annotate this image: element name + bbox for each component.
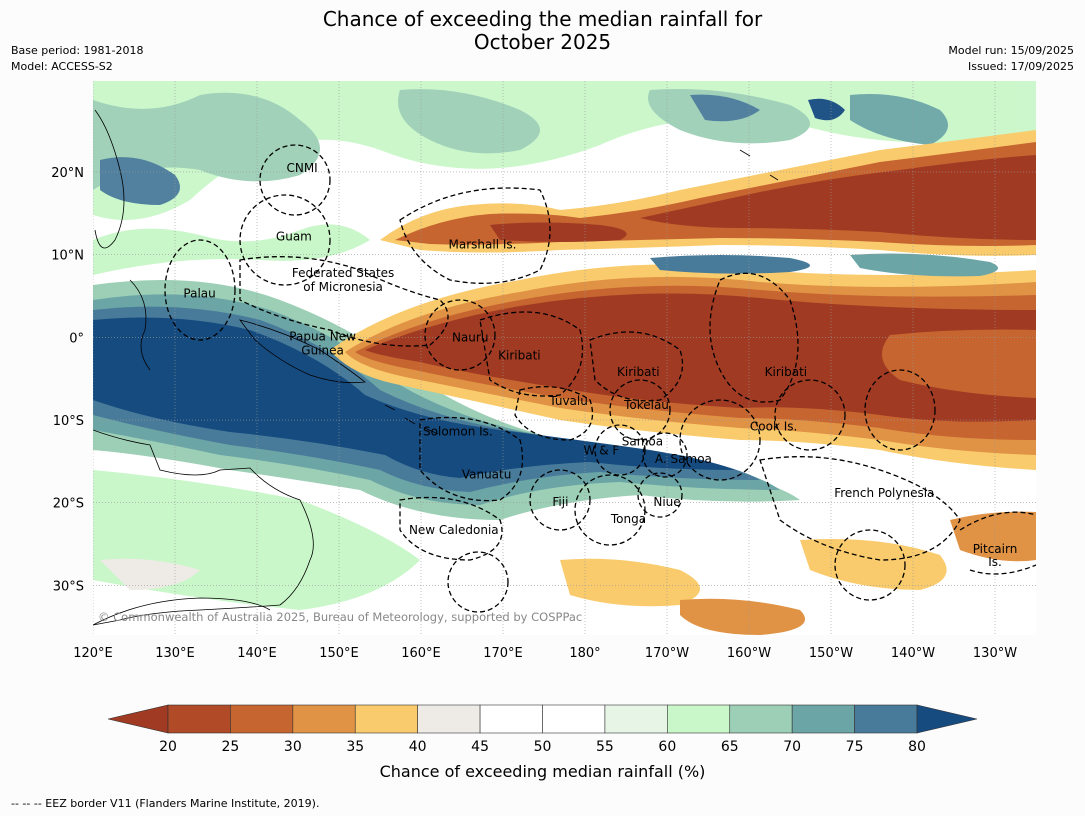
region-label: Guinea <box>301 344 344 358</box>
lon-tick-label: 160°W <box>727 646 771 661</box>
region-label: Kiribati <box>498 349 540 363</box>
lat-tick-label: 20°S <box>53 497 84 512</box>
copyright-text: © Commonwealth of Australia 2025, Bureau… <box>98 610 582 624</box>
region-label: CNMI <box>286 161 317 175</box>
coastlines <box>93 109 779 626</box>
colorbar-swatch <box>292 704 356 734</box>
region-label: Pitcairn <box>973 542 1018 556</box>
colorbar-tick-label: 55 <box>596 739 614 755</box>
colorbar: 20 25 30 35 40 45 50 55 60 65 70 75 80 <box>107 704 978 755</box>
meta-left: Base period: 1981-2018 Model: ACCESS-S2 <box>11 43 143 75</box>
lon-tick-label: 150°W <box>809 646 853 661</box>
region-label: Kiribati <box>765 365 807 379</box>
eez-legend-note: -- -- -- EEZ border V11 (Flanders Marine… <box>11 797 320 810</box>
region-label: A. Samoa <box>655 452 712 466</box>
colorbar-swatch <box>417 704 481 734</box>
model-name: Model: ACCESS-S2 <box>11 60 113 73</box>
title-line-1: Chance of exceeding the median rainfall … <box>322 7 763 31</box>
region-label: Cook Is. <box>750 420 797 434</box>
model-run: Model run: 15/09/2025 <box>948 44 1074 57</box>
lat-tick-label: 10°N <box>51 249 84 264</box>
colorbar-swatch <box>542 704 606 734</box>
region-label: Solomon Is. <box>423 425 493 439</box>
lon-tick-label: 180° <box>569 646 600 661</box>
lat-tick-label: 0° <box>69 331 84 346</box>
lon-tick-label: 170°W <box>645 646 689 661</box>
region-label: Palau <box>183 287 215 301</box>
lon-tick-label: 140°E <box>237 646 277 661</box>
colorbar-tick-label: 80 <box>908 739 926 755</box>
colorbar-label: Chance of exceeding median rainfall (%) <box>379 762 706 781</box>
region-label: Tokelau <box>623 398 669 412</box>
colorbar-swatch <box>667 704 731 734</box>
colorbar-tick-label: 60 <box>658 739 676 755</box>
lat-tick-label: 10°S <box>53 414 84 429</box>
colorbar-swatch <box>354 704 418 734</box>
colorbar-tick-label: 40 <box>409 739 427 755</box>
colorbar-tick-label: 70 <box>783 739 801 755</box>
colorbar-swatch <box>479 704 543 734</box>
meta-right: Model run: 15/09/2025 Issued: 17/09/2025 <box>948 43 1074 75</box>
colorbar-tick-label: 25 <box>222 739 240 755</box>
lat-tick-label: 20°N <box>51 166 84 181</box>
colorbar-tick-label: 65 <box>721 739 739 755</box>
lon-tick-label: 160°E <box>401 646 441 661</box>
colorbar-swatch <box>729 704 793 734</box>
lon-tick-label: 130°W <box>973 646 1017 661</box>
colorbar-low-extension <box>107 704 169 734</box>
region-label: Federated States <box>292 266 394 280</box>
colorbar-tick-label: 75 <box>846 739 864 755</box>
colorbar-swatch <box>604 704 668 734</box>
colorbar-tick-label: 45 <box>471 739 489 755</box>
base-period: Base period: 1981-2018 <box>11 44 144 57</box>
region-label: Papua New <box>289 330 356 344</box>
colorbar-tick-label: 20 <box>159 739 177 755</box>
lon-tick-label: 130°E <box>155 646 195 661</box>
wet-anomaly <box>93 280 1036 520</box>
colorbar-high-extension <box>916 704 978 734</box>
graticule <box>93 81 1036 635</box>
colorbar-tick-label: 30 <box>284 739 302 755</box>
lon-tick-label: 150°E <box>319 646 359 661</box>
colorbar-tick-label: 35 <box>346 739 364 755</box>
lon-tick-label: 170°E <box>483 646 523 661</box>
colorbar-tick-label: 50 <box>534 739 552 755</box>
lat-tick-label: 30°S <box>53 579 84 594</box>
region-label: Nauru <box>452 330 488 344</box>
region-label: Fiji <box>552 495 568 509</box>
region-label: Is. <box>988 555 1002 569</box>
region-label: Vanuatu <box>462 468 512 482</box>
region-label: Tuvalu <box>548 394 588 408</box>
region-label: Samoa <box>622 435 663 449</box>
region-label: of Micronesia <box>303 280 383 294</box>
issued-date: Issued: 17/09/2025 <box>967 60 1074 73</box>
axis-labels: 120°E 130°E 140°E 150°E 160°E 170°E 180° 170°W 1… <box>51 166 1017 661</box>
colorbar-swatch <box>167 704 231 734</box>
region-label: Niue <box>653 495 680 509</box>
region-label: Tonga <box>610 512 646 526</box>
colorbar-swatch <box>230 704 294 734</box>
colorbar-swatch <box>854 704 918 734</box>
colorbar-swatch <box>791 704 855 734</box>
region-label: Kiribati <box>617 365 659 379</box>
region-label: W & F <box>584 444 620 458</box>
title-line-2: October 2025 <box>473 30 612 54</box>
eez-borders <box>164 144 1036 613</box>
region-label: Guam <box>276 229 312 243</box>
region-label: French Polynesia <box>834 486 934 500</box>
region-label: New Caledonia <box>409 523 499 537</box>
region-label: Marshall Is. <box>449 238 517 252</box>
map-title: Chance of exceeding the median rainfall … <box>0 8 1085 54</box>
lon-tick-label: 140°W <box>891 646 935 661</box>
lon-tick-label: 120°E <box>73 646 113 661</box>
